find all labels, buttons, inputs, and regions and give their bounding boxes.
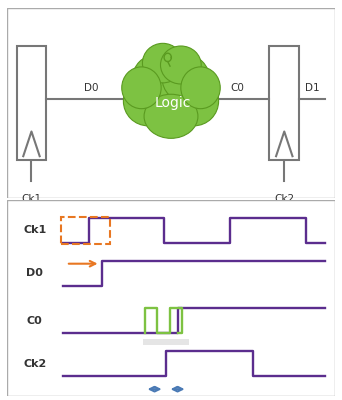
Text: Ck1: Ck1 [22, 194, 41, 204]
Text: Ck2: Ck2 [274, 194, 294, 204]
Bar [17, 46, 46, 160]
Ellipse shape [160, 46, 201, 84]
Ellipse shape [162, 55, 209, 102]
Bar [269, 46, 299, 160]
Ellipse shape [133, 55, 180, 102]
Ellipse shape [144, 94, 198, 138]
Ellipse shape [136, 63, 206, 128]
Text: C0: C0 [27, 316, 43, 326]
Text: D1: D1 [305, 83, 319, 93]
Ellipse shape [122, 67, 161, 109]
Ellipse shape [123, 76, 173, 126]
Text: Ck1: Ck1 [23, 225, 47, 235]
Text: Logic: Logic [155, 96, 191, 110]
Text: C0: C0 [231, 83, 245, 93]
Ellipse shape [181, 67, 220, 109]
Text: D0: D0 [26, 268, 43, 278]
Bar [143, 339, 189, 345]
Ellipse shape [142, 43, 183, 83]
Text: Ck2: Ck2 [23, 359, 47, 369]
Text: D0: D0 [84, 83, 98, 93]
Ellipse shape [169, 76, 219, 126]
Bar [61, 217, 110, 244]
